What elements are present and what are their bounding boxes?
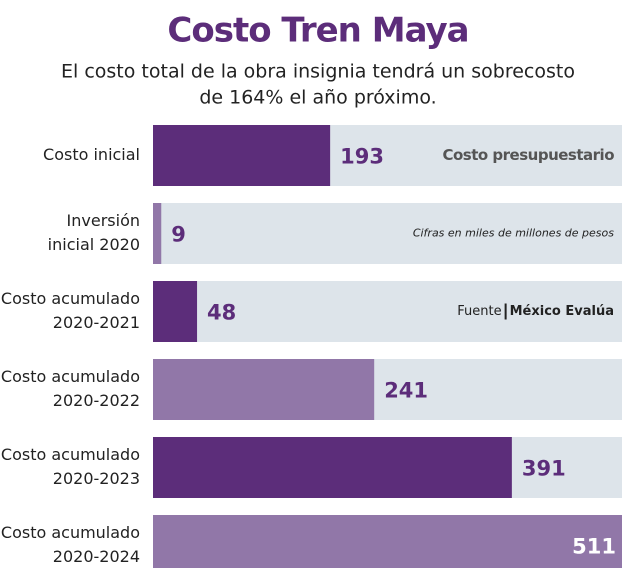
bar-background bbox=[153, 281, 622, 342]
value-label: 241 bbox=[384, 379, 428, 403]
chart-title: Costo Tren Maya bbox=[167, 11, 468, 51]
category-label: inicial 2020 bbox=[48, 235, 140, 254]
annotation: Costo presupuestario bbox=[442, 146, 614, 164]
category-label: Costo acumulado bbox=[1, 289, 140, 308]
category-label: Costo inicial bbox=[43, 145, 140, 164]
category-label: Costo acumulado bbox=[1, 523, 140, 542]
bar-background bbox=[153, 203, 622, 264]
bar bbox=[153, 359, 375, 420]
bar bbox=[153, 437, 512, 498]
value-label: 48 bbox=[207, 301, 236, 325]
value-label: 511 bbox=[572, 535, 616, 559]
category-label: 2020-2024 bbox=[53, 547, 140, 566]
source: México Evalúa bbox=[510, 304, 614, 319]
category-label: Inversión bbox=[67, 211, 140, 230]
value-label: 9 bbox=[171, 223, 186, 247]
category-label: 2020-2022 bbox=[53, 391, 140, 410]
subtitle: de 164% el año próximo. bbox=[199, 87, 436, 109]
value-label: 391 bbox=[522, 457, 566, 481]
bar bbox=[153, 125, 331, 186]
category-label: Costo acumulado bbox=[1, 445, 140, 464]
bar bbox=[153, 203, 162, 264]
category-label: 2020-2023 bbox=[53, 469, 140, 488]
bar bbox=[153, 281, 198, 342]
value-label: 193 bbox=[340, 145, 384, 169]
subtitle: El costo total de la obra insignia tendr… bbox=[61, 61, 575, 83]
separator bbox=[504, 303, 507, 320]
source-label: Fuente bbox=[457, 304, 501, 319]
category-label: 2020-2021 bbox=[53, 313, 140, 332]
annotation: Cifras en miles de millones de pesos bbox=[413, 227, 614, 240]
category-label: Costo acumulado bbox=[1, 367, 140, 386]
bar bbox=[153, 515, 622, 568]
